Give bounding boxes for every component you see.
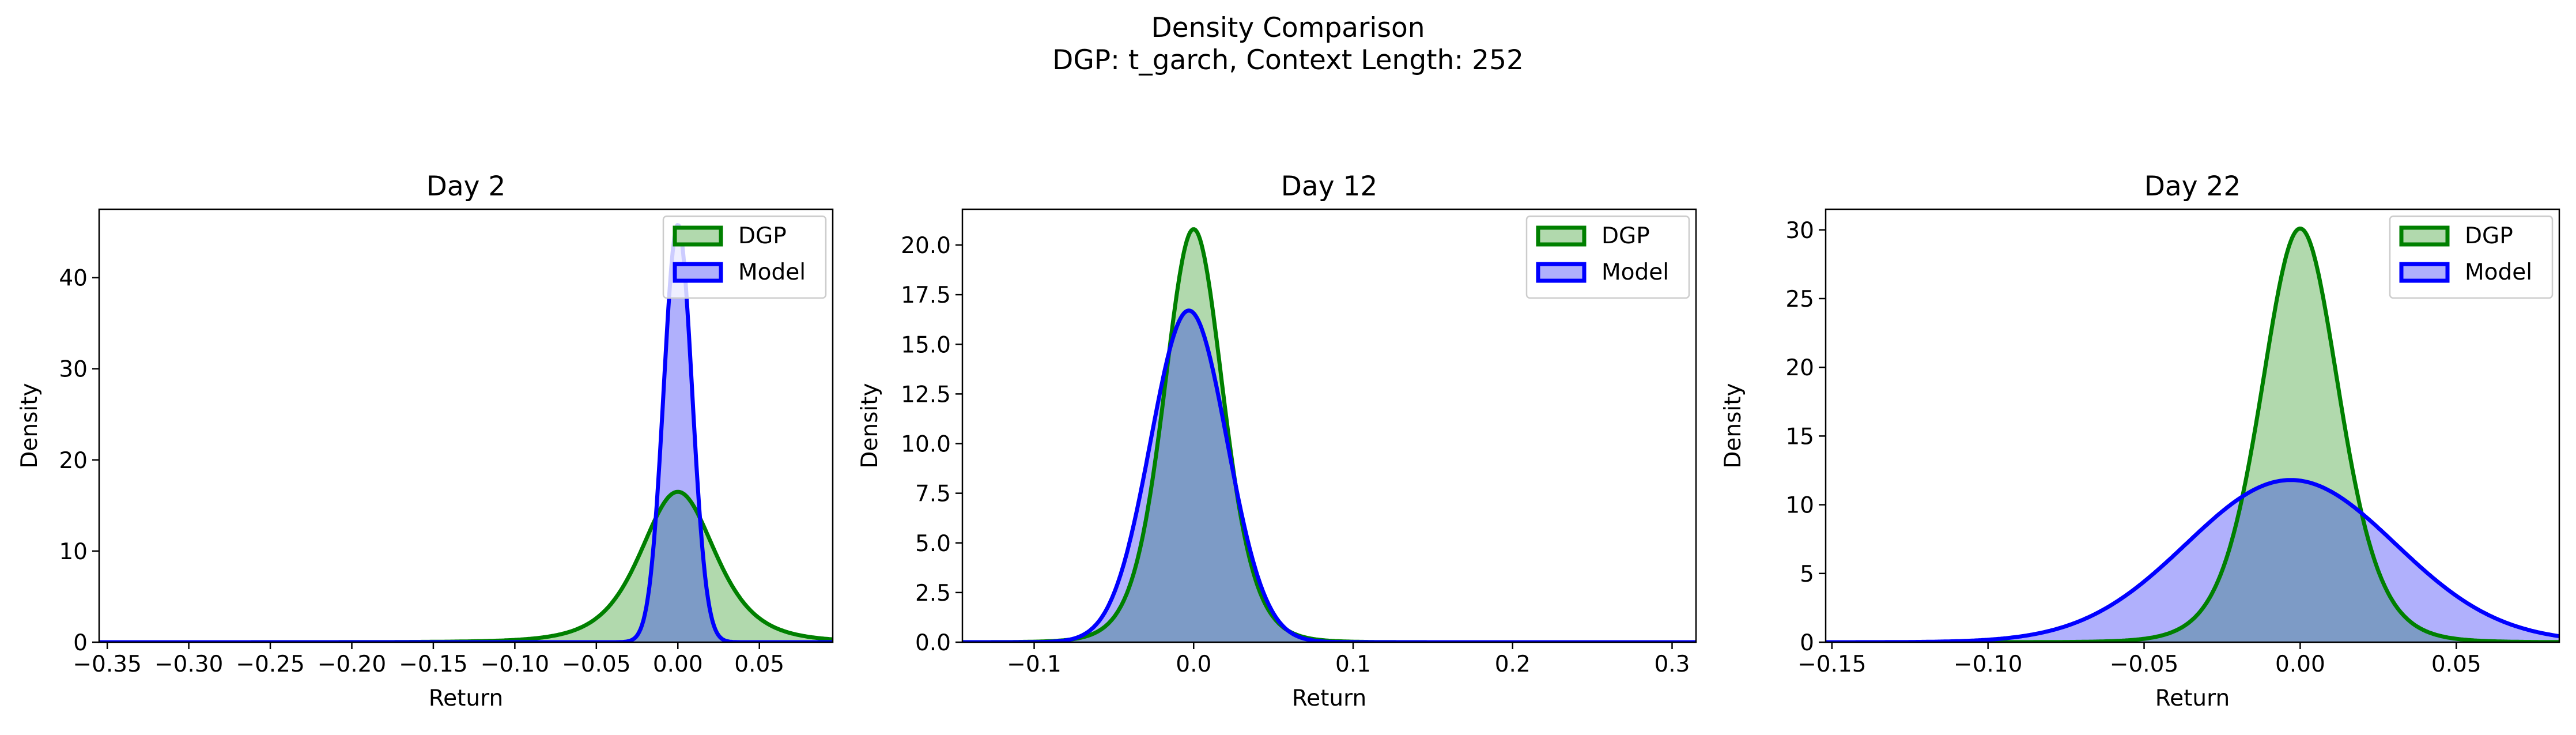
plot-area: [99, 223, 833, 642]
model-density-line: [1826, 478, 2559, 642]
y-tick-label: 0.0: [915, 630, 951, 656]
y-tick-label: 5: [1800, 561, 1814, 587]
y-tick-label: 15: [1785, 424, 1814, 450]
legend-label-model: Model: [738, 259, 806, 285]
subplot-day-3: Day 22 −0.15 −0.10 −0.05 0.00 0.05 0 5 10 15 20 25 3…: [1720, 171, 2560, 711]
x-axis-label: Return: [2155, 685, 2230, 711]
model-density-line: [99, 223, 833, 642]
y-tick-label: 5.0: [915, 531, 951, 557]
model-fill: [99, 225, 833, 642]
subplots: Day 2−0.35 −0.30 −0.25 −0.20 −0.15 −0.10 −0.05…: [17, 171, 2560, 711]
x-tick-label: 0.2: [1495, 651, 1531, 677]
y-tick-label: 12.5: [901, 382, 951, 408]
legend-label-model: Model: [2465, 259, 2532, 285]
figure-title: Density Comparison: [1151, 12, 1425, 44]
overlap-fill: [99, 492, 833, 642]
y-tick-label: 40: [59, 266, 88, 292]
figure-subtitle: DGP: t_garch, Context Length: 252: [1052, 44, 1524, 76]
subplot-day-1: Day 2 −0.35 −0.30 −0.25 −0.20 −0.15 −0.10 −0.05…: [17, 171, 834, 711]
x-tick-label: 0.1: [1335, 651, 1371, 677]
y-tick-label: 20: [1785, 355, 1814, 381]
dgp-density-line: [1826, 227, 2559, 642]
x-tick-label: −0.15: [1797, 651, 1867, 677]
y-tick-label: 30: [1785, 218, 1814, 244]
model-fill: [962, 310, 1696, 642]
x-tick-label: −0.15: [399, 651, 468, 677]
x-tick-label: −0.1: [1007, 651, 1062, 677]
y-tick-label: 2.5: [915, 581, 951, 606]
model-density-line: [962, 308, 1696, 642]
legend-swatch-dgp: [1536, 225, 1587, 247]
y-tick-label: 7.5: [915, 481, 951, 507]
x-tick-label: 0.3: [1654, 651, 1690, 677]
x-tick-label: 0.00: [2275, 651, 2325, 677]
legend-label-model: Model: [1601, 259, 1669, 285]
subplot-title: Day 2: [426, 171, 506, 202]
legend-swatch-dgp: [2399, 225, 2450, 247]
axes-frame: [98, 208, 834, 643]
x-tick-label: −0.25: [236, 651, 305, 677]
axes-frame: [1825, 208, 2560, 643]
y-tick-label: 10: [59, 539, 88, 565]
x-tick-label: −0.30: [154, 651, 224, 677]
y-tick-label: 10.0: [901, 432, 951, 458]
legend: DGP Model: [2389, 215, 2554, 299]
subplot-title: Day 12: [1281, 171, 1378, 202]
y-tick-label: 0: [1800, 630, 1814, 656]
y-tick-label: 20: [59, 448, 88, 474]
subplot-day-2: Day 12 −0.1 0.0 0.1 0.2 0.3 0.0 2.5 5.0 7.5 10.0 12…: [857, 171, 1697, 711]
y-tick-label: 25: [1785, 287, 1814, 312]
y-tick-label: 17.5: [901, 282, 951, 308]
x-tick-label: −0.10: [481, 651, 550, 677]
overlap-fill: [1826, 480, 2559, 642]
legend: DGP Model: [1525, 215, 1690, 299]
legend-label-dgp: DGP: [738, 223, 787, 249]
x-tick-label: 0.05: [734, 651, 784, 677]
subplot-title: Day 22: [2144, 171, 2241, 202]
x-tick-label: 0.00: [653, 651, 703, 677]
x-tick-label: −0.35: [73, 651, 142, 677]
y-axis-label: Density: [857, 383, 883, 468]
legend-swatch-model: [1536, 262, 1587, 283]
legend-swatch-model: [673, 262, 723, 283]
x-tick-label: −0.05: [2110, 651, 2179, 677]
plot-area: [1826, 227, 2559, 642]
x-axis-label: Return: [429, 685, 503, 711]
x-axis-label: Return: [1292, 685, 1366, 711]
y-tick-label: 10: [1785, 493, 1814, 519]
x-tick-label: 0.05: [2431, 651, 2481, 677]
legend-label-dgp: DGP: [1601, 223, 1650, 249]
y-tick-label: 0: [73, 630, 88, 656]
x-tick-label: −0.20: [318, 651, 387, 677]
y-tick-label: 15.0: [901, 332, 951, 358]
y-tick-label: 30: [59, 357, 88, 383]
axes-frame: [961, 208, 1697, 643]
y-tick-label: 20.0: [901, 233, 951, 259]
overlap-fill: [962, 310, 1696, 642]
legend-swatch-model: [2399, 262, 2450, 283]
x-tick-label: −0.10: [1954, 651, 2023, 677]
x-tick-label: 0.0: [1176, 651, 1211, 677]
legend-label-dgp: DGP: [2465, 223, 2513, 249]
legend-swatch-dgp: [673, 225, 723, 247]
x-tick-label: −0.05: [562, 651, 631, 677]
legend: DGP Model: [662, 215, 827, 299]
y-axis-label: Density: [1720, 383, 1746, 468]
y-axis-label: Density: [17, 383, 43, 468]
